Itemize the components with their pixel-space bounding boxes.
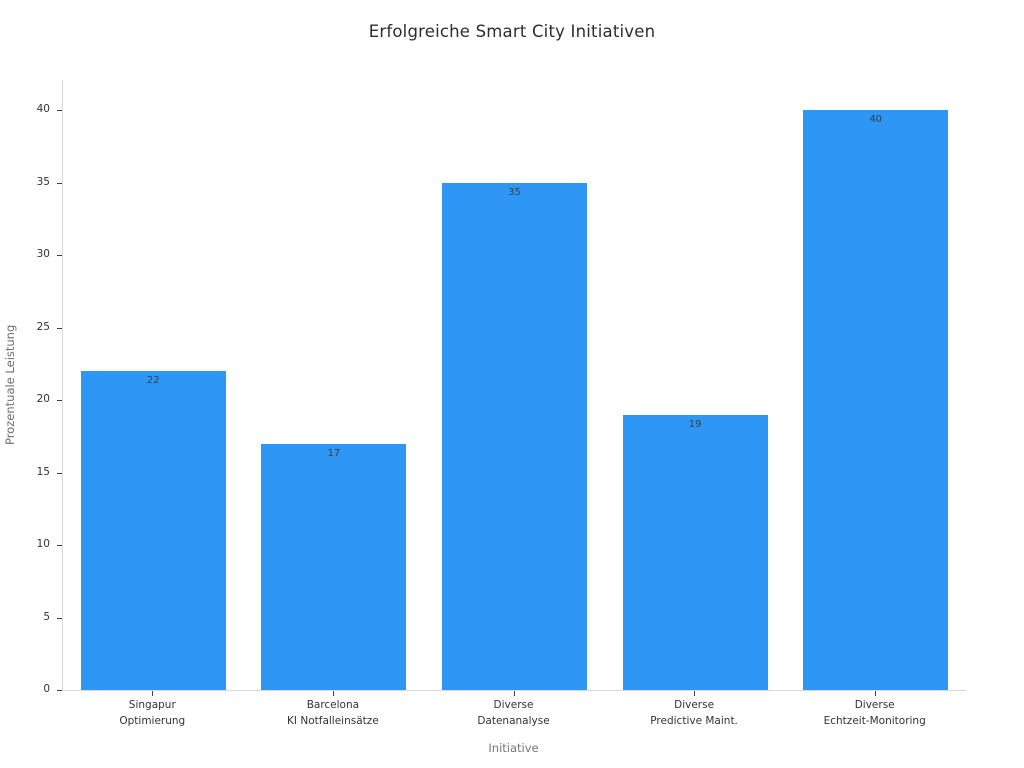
- x-tick-label-line: Echtzeit-Monitoring: [823, 714, 926, 727]
- x-tick-label-line: Diverse: [493, 699, 534, 711]
- x-tick-label-line: Diverse: [854, 699, 895, 711]
- x-tick-label-line: Optimierung: [119, 714, 186, 727]
- y-tick-mark: [57, 472, 62, 474]
- x-tick-label-line: Singapur: [128, 699, 176, 711]
- bar-4: 40: [803, 110, 949, 690]
- bar-3: 19: [622, 414, 768, 690]
- x-tick-label-line: KI Notfalleinsätze: [287, 714, 379, 727]
- y-axis-title: Prozentuale Leistung: [3, 324, 17, 446]
- x-tick-mark: [332, 691, 334, 696]
- x-tick-label-line: Diverse: [674, 699, 715, 711]
- bar-2: 35: [442, 182, 587, 690]
- y-tick-label: 5: [43, 610, 50, 623]
- x-tick-mark: [694, 691, 696, 696]
- bar-value-label: 19: [688, 418, 702, 430]
- chart-title: Erfolgreiche Smart City Initiativen: [368, 22, 656, 41]
- y-tick-mark: [57, 400, 62, 401]
- y-tick-mark: [57, 182, 62, 184]
- x-tick-label: Diverse Echtzeit-Monitoring: [780, 698, 970, 729]
- x-tick-mark: [874, 691, 876, 696]
- y-tick-label: 40: [36, 103, 50, 115]
- y-tick-mark: [57, 690, 62, 691]
- y-tick-mark: [57, 617, 62, 619]
- bar-value-label: 35: [508, 186, 521, 198]
- y-tick-mark: [57, 110, 62, 111]
- bar-1: 17: [261, 443, 407, 690]
- y-tick-label: 30: [36, 248, 50, 260]
- y-tick-label: 15: [36, 465, 50, 478]
- x-tick-label: Barcelona KI Notfalleinsätze: [238, 698, 428, 729]
- y-tick-label: 25: [36, 320, 50, 333]
- y-tick-mark: [57, 327, 62, 329]
- y-tick-mark: [57, 255, 62, 256]
- x-tick-label-line: Barcelona: [306, 699, 360, 711]
- x-axis-title: Initiative: [488, 741, 539, 755]
- y-tick-label: 10: [36, 538, 50, 550]
- bar-value-label: 40: [869, 114, 883, 125]
- x-tick-mark: [513, 691, 515, 696]
- bar-value-label: 17: [327, 447, 341, 459]
- y-tick-label: 0: [43, 683, 50, 695]
- y-tick-label: 20: [36, 393, 50, 405]
- bar-value-label: 22: [146, 375, 160, 386]
- y-tick-label: 35: [36, 175, 50, 188]
- x-tick-mark: [152, 691, 154, 696]
- x-tick-label-line: Predictive Maint.: [650, 714, 738, 727]
- x-tick-label: Singapur Optimierung: [57, 698, 247, 729]
- x-tick-label-line: Datenanalyse: [477, 714, 550, 727]
- x-tick-label: Diverse Datenanalyse: [419, 698, 609, 729]
- y-tick-mark: [57, 545, 62, 546]
- x-tick-label: Diverse Predictive Maint.: [599, 698, 789, 729]
- plot-area: 22 17 35 19 40: [62, 80, 966, 691]
- bar-0: 22: [80, 371, 226, 690]
